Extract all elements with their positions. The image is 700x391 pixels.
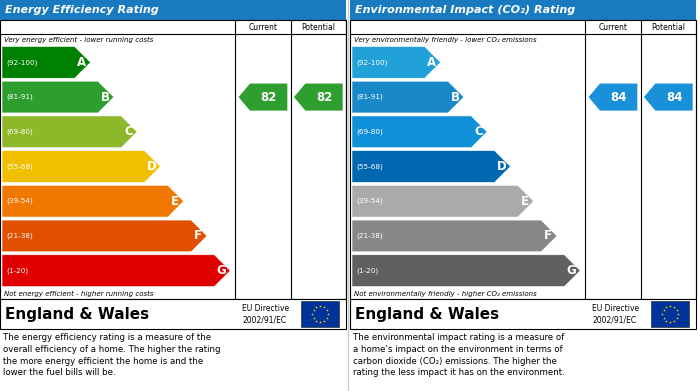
Bar [350, 299, 696, 329]
Text: (21-38): (21-38) [356, 233, 383, 239]
Text: C: C [124, 125, 133, 138]
Polygon shape [2, 185, 183, 217]
Text: 82: 82 [316, 91, 332, 104]
Text: A: A [427, 56, 436, 69]
Polygon shape [352, 185, 533, 217]
Text: G: G [216, 264, 226, 277]
Text: (39-54): (39-54) [6, 198, 33, 204]
Text: Very environmentally friendly - lower CO₂ emissions: Very environmentally friendly - lower CO… [354, 36, 537, 43]
Text: F: F [544, 230, 552, 242]
Text: EU Directive
2002/91/EC: EU Directive 2002/91/EC [242, 303, 289, 325]
Text: 82: 82 [260, 91, 276, 104]
Bar [350, 0, 696, 20]
Polygon shape [2, 47, 90, 78]
Text: England & Wales: England & Wales [355, 307, 499, 321]
Text: Potential: Potential [651, 23, 685, 32]
Text: (69-80): (69-80) [356, 129, 383, 135]
Text: E: E [171, 195, 179, 208]
Text: (69-80): (69-80) [6, 129, 33, 135]
Bar [651, 301, 689, 326]
Text: F: F [194, 230, 202, 242]
Text: (81-91): (81-91) [356, 94, 383, 100]
Polygon shape [352, 151, 510, 182]
Text: EU Directive
2002/91/EC: EU Directive 2002/91/EC [592, 303, 639, 325]
Text: (55-68): (55-68) [356, 163, 383, 170]
Text: (55-68): (55-68) [6, 163, 33, 170]
Text: D: D [147, 160, 157, 173]
Text: (39-54): (39-54) [356, 198, 383, 204]
Text: England & Wales: England & Wales [5, 307, 149, 321]
Polygon shape [2, 81, 114, 113]
Bar [0, 20, 346, 299]
Text: A: A [77, 56, 86, 69]
Polygon shape [352, 255, 580, 287]
Text: 84: 84 [610, 91, 627, 104]
Text: (81-91): (81-91) [6, 94, 33, 100]
Text: The environmental impact rating is a measure of
a home's impact on the environme: The environmental impact rating is a mea… [353, 333, 565, 377]
Polygon shape [589, 84, 637, 111]
Text: Environmental Impact (CO₂) Rating: Environmental Impact (CO₂) Rating [355, 5, 575, 15]
Text: B: B [101, 91, 110, 104]
Text: Not energy efficient - higher running costs: Not energy efficient - higher running co… [4, 291, 153, 296]
Text: 84: 84 [666, 91, 682, 104]
Text: Current: Current [248, 23, 277, 32]
Text: G: G [566, 264, 576, 277]
Text: (1-20): (1-20) [356, 267, 378, 274]
Text: B: B [451, 91, 460, 104]
Polygon shape [2, 151, 160, 182]
Text: (92-100): (92-100) [6, 59, 37, 66]
Text: Potential: Potential [301, 23, 335, 32]
Text: Current: Current [598, 23, 627, 32]
Bar [0, 299, 346, 329]
Polygon shape [352, 220, 557, 252]
Text: Very energy efficient - lower running costs: Very energy efficient - lower running co… [4, 36, 153, 43]
Text: (1-20): (1-20) [6, 267, 28, 274]
Text: E: E [521, 195, 529, 208]
Polygon shape [352, 81, 464, 113]
Bar [350, 20, 696, 299]
Bar [0, 0, 346, 20]
Polygon shape [294, 84, 343, 111]
Polygon shape [239, 84, 287, 111]
Polygon shape [352, 116, 487, 148]
Text: (21-38): (21-38) [6, 233, 33, 239]
Text: (92-100): (92-100) [356, 59, 387, 66]
Polygon shape [2, 116, 137, 148]
Bar [301, 301, 339, 326]
Text: Not environmentally friendly - higher CO₂ emissions: Not environmentally friendly - higher CO… [354, 291, 537, 296]
Polygon shape [352, 47, 440, 78]
Text: D: D [497, 160, 507, 173]
Text: The energy efficiency rating is a measure of the
overall efficiency of a home. T: The energy efficiency rating is a measur… [3, 333, 220, 377]
Text: C: C [474, 125, 483, 138]
Polygon shape [2, 220, 207, 252]
Polygon shape [2, 255, 230, 287]
Text: Energy Efficiency Rating: Energy Efficiency Rating [5, 5, 159, 15]
Polygon shape [644, 84, 693, 111]
